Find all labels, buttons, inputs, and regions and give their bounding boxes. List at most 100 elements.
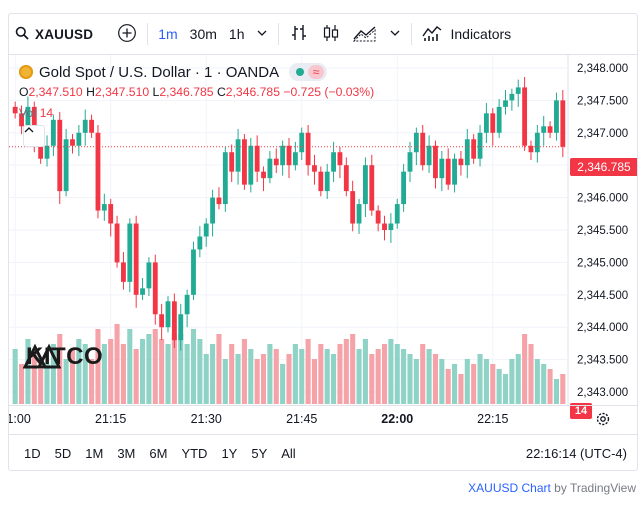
- volume-bar: [210, 344, 216, 404]
- time-tick-label: 21:00: [9, 412, 31, 426]
- candle-body: [292, 152, 298, 166]
- volume-bar: [502, 374, 509, 404]
- volume-bar: [286, 354, 292, 404]
- volume-bar: [420, 344, 426, 404]
- volume-bar: [190, 329, 197, 404]
- candle-body: [445, 158, 451, 185]
- price-tick-label: 2,347.000: [577, 128, 628, 140]
- range-1y[interactable]: 1Y: [221, 446, 238, 461]
- range-1d[interactable]: 1D: [24, 446, 41, 461]
- timeframe-1h[interactable]: 1h: [228, 26, 245, 42]
- volume-bar: [82, 344, 88, 404]
- candle-body: [50, 119, 56, 146]
- candlestick-chart[interactable]: 2,348.0002,347.5002,347.0002,346.5002,34…: [9, 55, 638, 405]
- candle-body: [471, 139, 477, 159]
- volume-bar: [311, 359, 318, 404]
- candle-body: [210, 197, 216, 224]
- price-tick-label: 2,343.000: [577, 387, 628, 399]
- chart-type-dropdown[interactable]: [383, 14, 407, 54]
- timeframe-30m[interactable]: 30m: [189, 26, 217, 42]
- candle-body: [89, 119, 95, 133]
- candle-body: [191, 249, 196, 295]
- volume-bar: [114, 324, 120, 404]
- series-legend: Gold Spot / U.S. Dollar · 1 · OANDA ≈: [19, 63, 328, 81]
- candle-body: [95, 132, 101, 211]
- volume-bar: [44, 364, 50, 404]
- candle-body: [140, 288, 145, 295]
- time-tick-label: 21:45: [286, 412, 318, 426]
- candle-body: [184, 294, 190, 315]
- volume-bar: [445, 369, 451, 404]
- candle-body: [222, 152, 228, 205]
- volume-bar: [89, 359, 95, 404]
- volume-bar: [401, 349, 407, 404]
- candle-body: [171, 301, 177, 341]
- candle-body: [235, 139, 241, 172]
- range-all[interactable]: All: [281, 446, 296, 461]
- volume-bar: [362, 339, 368, 404]
- candle-body: [356, 204, 362, 224]
- volume-bar: [178, 334, 184, 404]
- volume-bar: [267, 344, 273, 404]
- volume-bar: [127, 329, 133, 404]
- candle-body: [522, 87, 528, 146]
- area-style-button[interactable]: [347, 14, 383, 54]
- top-toolbar: XAUUSD 1m 30m 1h: [9, 14, 637, 54]
- volume-legend: Vol 14: [19, 106, 53, 120]
- volume-bar: [426, 349, 432, 404]
- volume-bar: [222, 359, 228, 404]
- candle-body: [82, 119, 88, 133]
- collapse-legend-button[interactable]: [23, 125, 45, 147]
- candle-body: [133, 223, 139, 295]
- volume-bar: [528, 344, 534, 404]
- volume-bar: [63, 359, 69, 404]
- candle-body: [146, 262, 152, 289]
- candle-body: [554, 100, 559, 133]
- symbol-chart-link[interactable]: XAUUSD Chart: [468, 481, 551, 495]
- range-1m[interactable]: 1M: [85, 446, 104, 461]
- tradingview-link[interactable]: by TradingView: [554, 481, 636, 495]
- candle-body: [229, 152, 235, 172]
- range-5y[interactable]: 5Y: [251, 446, 268, 461]
- plus-circle-icon: [117, 23, 137, 46]
- candle-body: [121, 262, 126, 282]
- symbol-search[interactable]: XAUUSD: [9, 14, 99, 54]
- range-5d[interactable]: 5D: [54, 446, 72, 461]
- bars-icon: [289, 23, 309, 46]
- range-ytd[interactable]: YTD: [181, 446, 208, 461]
- market-status-pill[interactable]: ≈: [289, 63, 328, 81]
- toolbar-divider: [147, 23, 149, 45]
- volume-bar: [331, 354, 337, 404]
- current-price-label: 2,346.785: [570, 158, 637, 176]
- volume-bar: [69, 349, 76, 404]
- volume-bar: [159, 339, 165, 404]
- timezone-clock[interactable]: 22:16:14 (UTC-4): [525, 446, 627, 461]
- indicators-button[interactable]: Indicators: [416, 14, 517, 54]
- high-label: H: [86, 85, 95, 99]
- volume-bar: [343, 339, 349, 404]
- volume-bar: [216, 334, 222, 404]
- low-label: L: [152, 85, 160, 99]
- chart-pane[interactable]: 2,348.0002,347.5002,347.0002,346.5002,34…: [9, 54, 638, 433]
- volume-bar: [165, 344, 171, 404]
- volume-bar: [369, 354, 375, 404]
- timeframe-1m[interactable]: 1m: [158, 26, 178, 42]
- bar-style-button[interactable]: [283, 14, 315, 54]
- range-6m[interactable]: 6M: [149, 446, 168, 461]
- volume-bar: [76, 339, 82, 404]
- time-tick-label: 22:15: [477, 412, 509, 426]
- candle-body: [25, 106, 31, 127]
- price-tick-label: 2,347.500: [577, 95, 628, 107]
- candle-body: [452, 158, 457, 185]
- timeframe-dropdown[interactable]: [250, 14, 274, 54]
- range-3m[interactable]: 3M: [117, 446, 136, 461]
- compare-button[interactable]: [111, 14, 143, 54]
- time-tick-label: 21:15: [95, 412, 127, 426]
- candle-body: [31, 106, 37, 140]
- volume-bar: [25, 339, 31, 404]
- time-tick-label: 21:30: [190, 412, 222, 426]
- time-axis[interactable]: 21:00 21:15 21:30 21:45 22:00 22:15: [9, 405, 637, 433]
- volume-bar: [241, 339, 247, 404]
- candles-style-button[interactable]: [315, 14, 347, 54]
- chart-settings-button[interactable]: [595, 411, 615, 431]
